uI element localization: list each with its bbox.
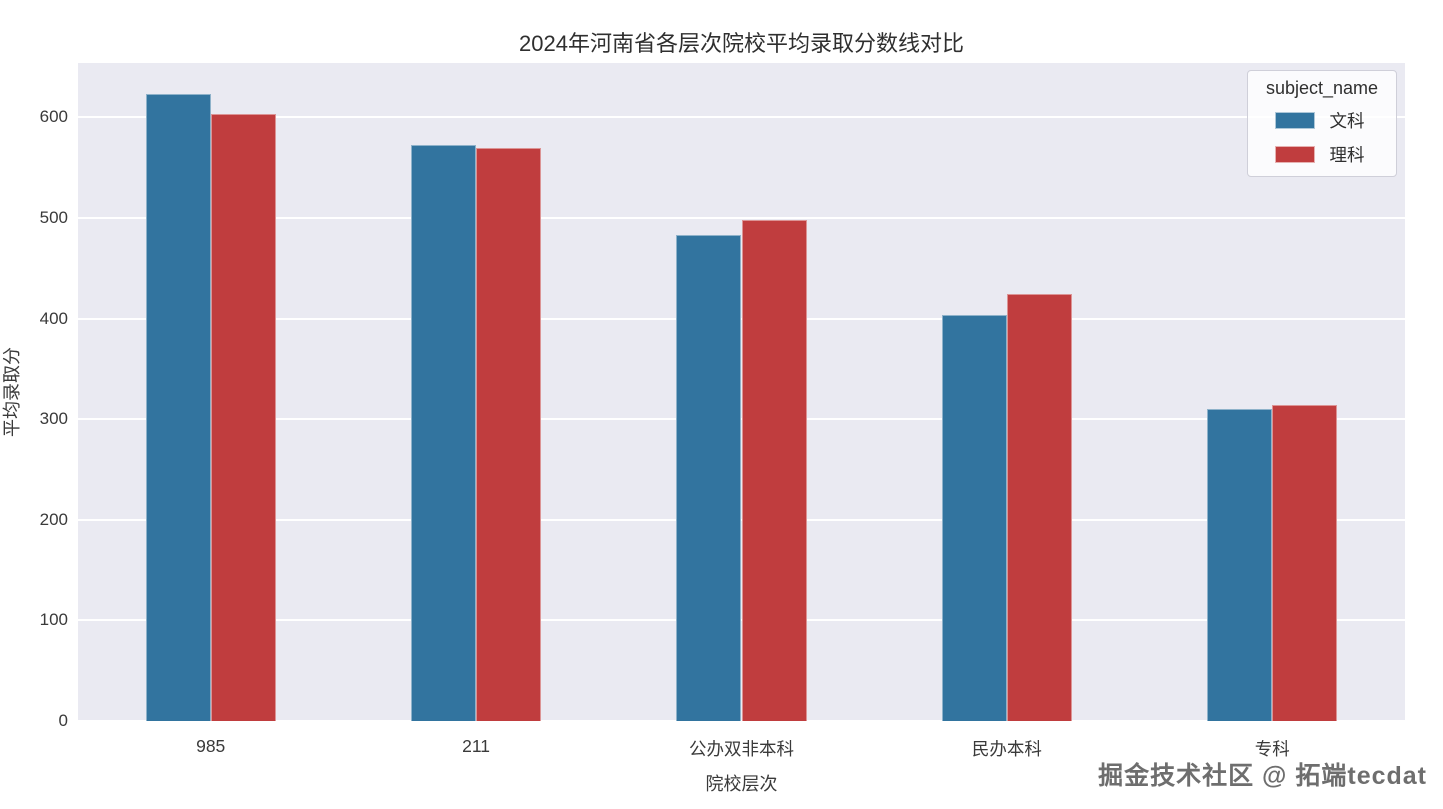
x-tick-label-985: 985 xyxy=(196,736,226,756)
bar-理科-民办本科 xyxy=(1006,294,1072,721)
chart-title: 2024年河南省各层次院校平均录取分数线对比 xyxy=(519,31,964,56)
y-tick-label-500: 500 xyxy=(39,207,68,227)
bar-文科-专科 xyxy=(1207,409,1273,721)
legend-label: 文科 xyxy=(1329,111,1365,131)
y-tick-label-0: 0 xyxy=(58,711,68,730)
bar-理科-专科 xyxy=(1272,405,1338,721)
bar-文科-公办双非本科 xyxy=(676,235,742,721)
legend-title: subject_name xyxy=(1265,78,1379,98)
y-tick-label-400: 400 xyxy=(39,308,68,328)
bar-理科-公办双非本科 xyxy=(741,219,807,721)
y-tick-label-200: 200 xyxy=(39,509,68,529)
gridline-y-0 xyxy=(78,720,1405,722)
y-tick-label-100: 100 xyxy=(39,610,68,630)
legend-item-文科: 文科 xyxy=(1254,108,1390,133)
x-tick-label-公办双非本科: 公办双非本科 xyxy=(689,739,794,759)
x-tick-label-民办本科: 民办本科 xyxy=(971,739,1042,759)
plot-area xyxy=(78,63,1405,722)
x-axis-label: 院校层次 xyxy=(705,774,778,794)
y-tick-label-600: 600 xyxy=(39,107,68,127)
legend: subject_name 文科理科 xyxy=(1247,70,1397,177)
x-tick-label-专科: 专科 xyxy=(1254,739,1290,759)
legend-item-理科: 理科 xyxy=(1254,142,1390,167)
y-tick-label-300: 300 xyxy=(39,409,68,429)
x-tick-label-211: 211 xyxy=(462,736,491,756)
gridline-y-500 xyxy=(78,216,1405,219)
bar-文科-985 xyxy=(145,94,211,721)
bar-理科-985 xyxy=(210,114,276,721)
gridline-y-600 xyxy=(78,116,1405,119)
bar-文科-211 xyxy=(411,144,477,721)
legend-swatch-icon xyxy=(1274,112,1315,129)
legend-items: 文科 理科 xyxy=(1254,108,1390,167)
bar-文科-民办本科 xyxy=(941,314,1007,721)
legend-swatch-icon xyxy=(1274,146,1315,163)
bar-理科-211 xyxy=(476,147,542,721)
legend-label: 理科 xyxy=(1329,145,1365,165)
watermark: 掘金技术社区 @ 拓端tecdat xyxy=(1098,762,1427,790)
